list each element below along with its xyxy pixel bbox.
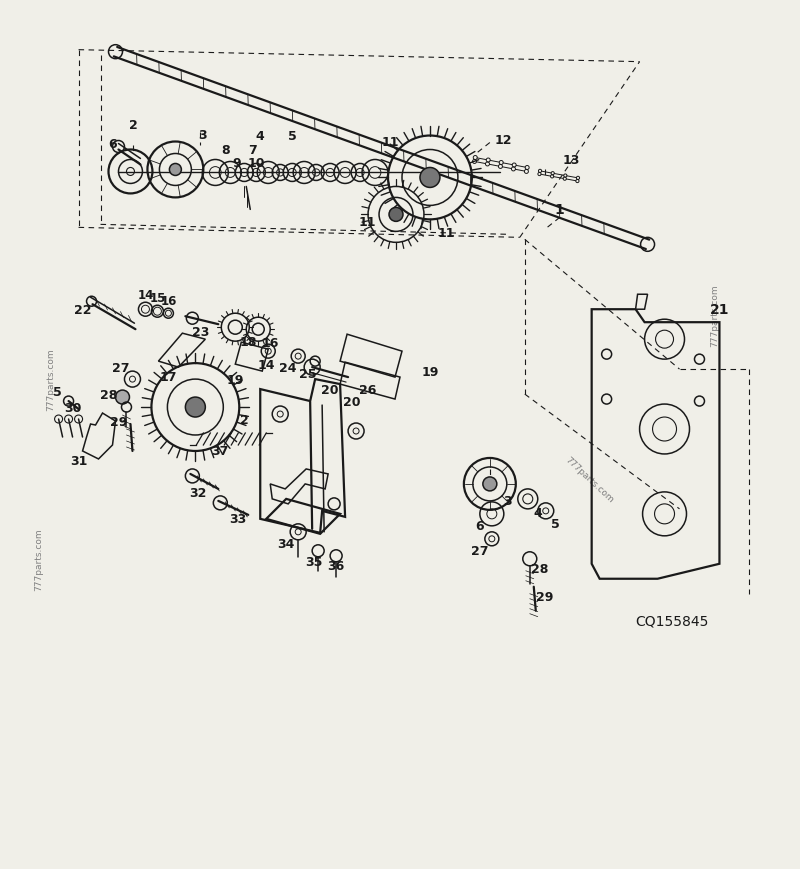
Circle shape	[389, 209, 403, 222]
Text: 19: 19	[226, 373, 244, 386]
Text: 13: 13	[563, 154, 580, 167]
Text: 7: 7	[248, 144, 257, 156]
Text: 34: 34	[278, 538, 295, 551]
Text: 17: 17	[160, 370, 177, 383]
Circle shape	[170, 164, 182, 176]
Text: 11: 11	[437, 227, 454, 240]
Text: 19: 19	[422, 365, 438, 378]
Text: 35: 35	[306, 555, 323, 568]
Text: 15: 15	[150, 291, 166, 304]
Text: 14: 14	[258, 358, 275, 371]
Text: 23: 23	[192, 325, 209, 338]
Text: 4: 4	[534, 507, 542, 520]
Text: 32: 32	[190, 487, 207, 500]
Text: 26: 26	[359, 383, 377, 396]
Text: 16: 16	[160, 295, 177, 308]
Text: 12: 12	[494, 134, 511, 147]
Text: 24: 24	[279, 362, 297, 375]
Text: 4: 4	[256, 129, 265, 143]
Text: 28: 28	[531, 562, 549, 575]
Text: 33: 33	[230, 513, 247, 526]
Text: 14: 14	[138, 289, 154, 302]
Text: 777parts.com: 777parts.com	[710, 283, 719, 346]
Text: 11: 11	[382, 136, 398, 149]
Text: 2: 2	[129, 119, 138, 132]
Text: 8: 8	[221, 144, 230, 156]
Text: 28: 28	[100, 388, 117, 401]
Text: 37: 37	[212, 445, 229, 458]
Text: 6: 6	[108, 138, 117, 151]
Text: 10: 10	[247, 156, 265, 169]
Text: 36: 36	[327, 560, 345, 573]
Text: 18: 18	[239, 335, 257, 348]
Circle shape	[186, 398, 206, 417]
Text: 777parts.com: 777parts.com	[46, 348, 55, 411]
Text: CQ155845: CQ155845	[635, 614, 708, 628]
Circle shape	[420, 169, 440, 189]
Text: 3: 3	[503, 494, 512, 507]
Polygon shape	[635, 295, 647, 310]
Text: 777parts.com: 777parts.com	[564, 454, 616, 504]
Text: 21: 21	[710, 303, 729, 317]
Text: 27: 27	[112, 362, 130, 375]
Circle shape	[115, 391, 130, 405]
Text: 22: 22	[74, 303, 91, 316]
Text: 29: 29	[110, 415, 127, 428]
Text: 11: 11	[358, 216, 376, 229]
Text: 5: 5	[551, 518, 560, 531]
Text: 31: 31	[70, 455, 87, 468]
Text: 5: 5	[288, 129, 297, 143]
Text: 29: 29	[536, 591, 554, 604]
Text: 6: 6	[475, 520, 484, 533]
Text: 1: 1	[555, 203, 565, 217]
Text: 2: 2	[240, 413, 249, 426]
Text: 777parts.com: 777parts.com	[34, 527, 43, 590]
Text: 5: 5	[54, 385, 62, 398]
Text: 27: 27	[471, 545, 489, 558]
Text: 20: 20	[322, 383, 339, 396]
Text: 30: 30	[64, 401, 82, 414]
Text: 20: 20	[343, 395, 361, 408]
Text: 16: 16	[262, 336, 279, 349]
Text: 25: 25	[299, 368, 317, 380]
Text: 9: 9	[232, 156, 241, 169]
Circle shape	[483, 477, 497, 491]
Text: 3: 3	[198, 129, 206, 142]
